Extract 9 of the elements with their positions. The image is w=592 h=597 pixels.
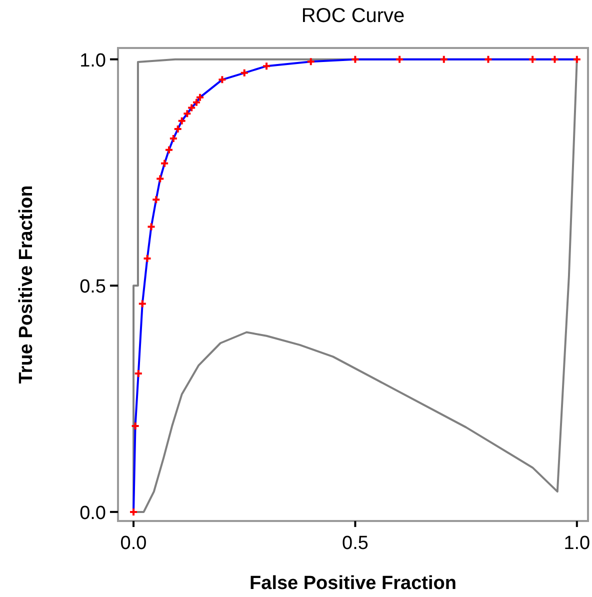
- x-tick-label: 0.0: [120, 533, 147, 554]
- chart-title: ROC Curve: [301, 5, 405, 27]
- x-tick-label: 1.0: [564, 533, 590, 554]
- x-tick-label: 0.5: [342, 533, 368, 554]
- y-axis-title: True Positive Fraction: [16, 185, 37, 384]
- y-tick-label: 1.0: [80, 50, 106, 72]
- y-tick-label: 0.5: [80, 276, 106, 298]
- y-tick-label: 0.0: [80, 502, 106, 524]
- x-axis-title: False Positive Fraction: [250, 573, 456, 594]
